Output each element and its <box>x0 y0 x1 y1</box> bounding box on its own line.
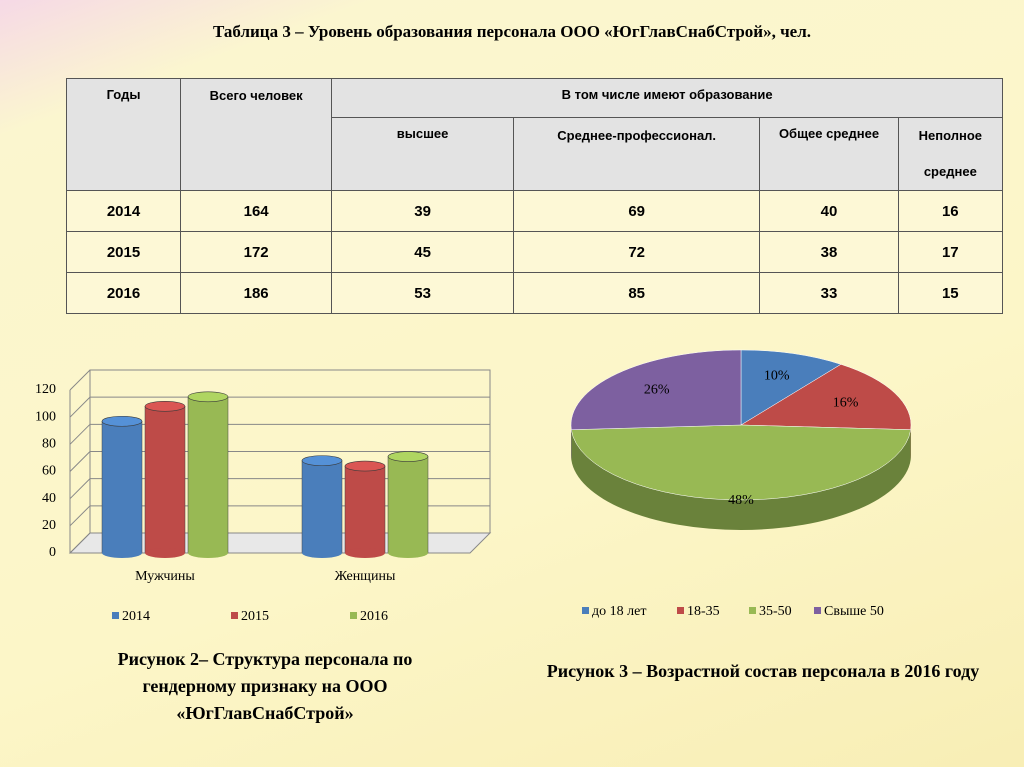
table: Годы Всего человек В том числе имеют обр… <box>65 78 1004 314</box>
bar-top <box>344 460 386 472</box>
pie-side <box>571 429 911 531</box>
grid-line <box>69 369 490 391</box>
cell: 33 <box>759 272 899 314</box>
pie-slice <box>571 424 911 501</box>
legend-swatch <box>350 612 357 619</box>
bar <box>187 396 229 554</box>
cell: 40 <box>759 190 899 232</box>
bar <box>387 456 429 554</box>
cell: 172 <box>180 231 333 273</box>
cell: 69 <box>512 190 761 232</box>
bar-bottom <box>388 548 428 558</box>
caption: Рисунок 3 – Возрастной состав персонала … <box>546 661 980 681</box>
x-tick-label: Женщины <box>335 569 396 584</box>
bar-bottom <box>102 548 142 558</box>
bar-top <box>387 451 429 462</box>
y-tick-label: 120 <box>35 382 56 397</box>
cell: 39 <box>331 190 514 232</box>
bar-top <box>187 391 229 403</box>
y-tick-label: 80 <box>42 437 56 452</box>
bar <box>344 465 386 554</box>
y-tick-label: 20 <box>42 518 56 533</box>
legend-swatch <box>749 607 756 614</box>
legend-label: Свыше 50 <box>824 604 884 619</box>
bar <box>301 460 343 554</box>
cell: 164 <box>180 190 333 232</box>
legend-label: 2015 <box>241 609 269 624</box>
cell: 15 <box>897 272 1004 314</box>
legend-swatch <box>582 607 589 614</box>
bar-bottom <box>188 548 228 558</box>
data-label: 10% <box>764 369 790 384</box>
pie-slice <box>570 349 742 430</box>
header-cell: Всего человек <box>180 78 333 191</box>
legend-swatch <box>814 607 821 614</box>
bar-bottom <box>145 548 185 558</box>
y-tick-label: 100 <box>35 409 56 424</box>
legend-label: 18-35 <box>687 604 720 619</box>
cell: 38 <box>759 231 899 273</box>
pie-slice <box>740 349 842 426</box>
legend-swatch <box>231 612 238 619</box>
cell: 85 <box>512 272 761 314</box>
bar-bottom <box>302 548 342 558</box>
grid-line <box>69 396 490 418</box>
bar <box>101 420 143 554</box>
header-cell: В том числе имеют образование <box>331 78 1003 118</box>
cell: 186 <box>180 272 333 314</box>
grid-line <box>69 451 490 472</box>
y-tick-label: 0 <box>49 545 56 560</box>
caption: Рисунок 2– Структура персонала по гендер… <box>117 649 413 723</box>
data-label: 26% <box>644 382 670 397</box>
cell: 2015 <box>65 231 182 273</box>
cell: 53 <box>331 272 514 314</box>
x-tick-label: Мужчины <box>135 569 195 584</box>
grid-line <box>69 423 490 445</box>
header-cell: Неполное среднее <box>897 117 1004 191</box>
legend-swatch <box>112 612 119 619</box>
y-tick-label: 40 <box>42 491 56 506</box>
bar <box>144 406 186 554</box>
header-cell: высшее <box>331 117 514 191</box>
y-tick-label: 60 <box>42 464 56 479</box>
legend-label: 2016 <box>360 609 388 624</box>
bar-top <box>101 415 143 427</box>
data-label: 48% <box>728 493 754 508</box>
cell: 72 <box>512 231 761 273</box>
header-cell: Среднее-профессионал. <box>512 117 761 191</box>
legend-swatch <box>677 607 684 614</box>
bar-bottom <box>345 548 385 558</box>
bar-top <box>144 400 186 412</box>
legend-label: до 18 лет <box>592 604 646 619</box>
bar-top <box>301 455 343 466</box>
title: Таблица 3 – Уровень образования персонал… <box>212 22 812 41</box>
pie-slice <box>740 364 912 430</box>
legend-label: 35-50 <box>759 604 792 619</box>
cell: 16 <box>897 190 1004 232</box>
data-label: 16% <box>833 396 859 411</box>
legend-label: 2014 <box>122 609 150 624</box>
